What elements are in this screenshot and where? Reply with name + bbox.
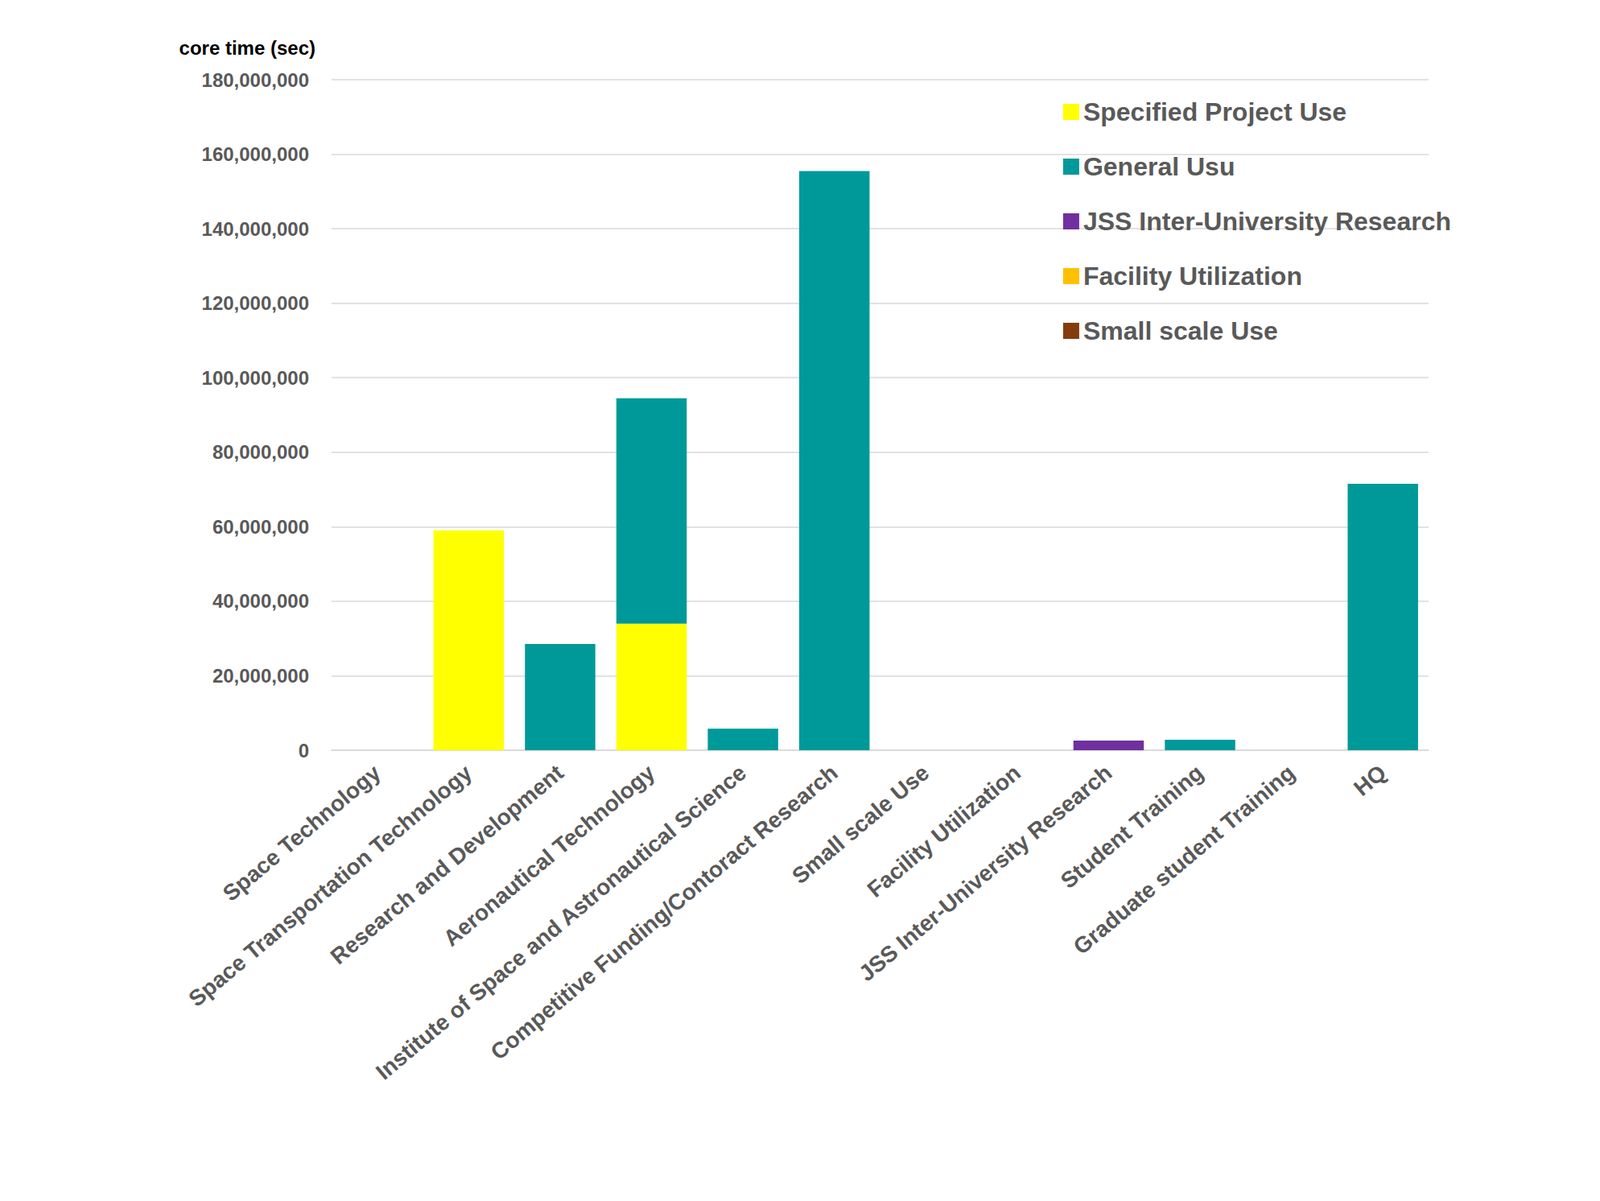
svg-text:JSS Inter-University Research: JSS Inter-University Research (854, 759, 1117, 986)
svg-text:20,000,000: 20,000,000 (212, 664, 310, 687)
svg-text:Graduate student Training: Graduate student Training (1068, 759, 1300, 960)
svg-text:Specified Project Use: Specified Project Use (1083, 97, 1347, 127)
svg-text:JSS Inter-University Research: JSS Inter-University Research (1083, 206, 1452, 236)
svg-text:Space Technology: Space Technology (218, 759, 386, 907)
svg-text:core time (sec): core time (sec) (179, 37, 316, 59)
svg-text:180,000,000: 180,000,000 (202, 69, 310, 91)
svg-text:Competitive Funding/Contoract: Competitive Funding/Contoract Research (486, 759, 843, 1065)
svg-text:140,000,000: 140,000,000 (202, 218, 310, 240)
svg-text:Research and Development: Research and Development (325, 759, 569, 970)
svg-text:100,000,000: 100,000,000 (202, 367, 310, 389)
svg-text:HQ: HQ (1348, 759, 1391, 801)
svg-text:40,000,000: 40,000,000 (212, 589, 310, 612)
svg-text:Small scale Use: Small scale Use (1083, 316, 1279, 346)
svg-text:Facility Utilization: Facility Utilization (1083, 261, 1303, 291)
svg-text:Aeronautical Technology: Aeronautical Technology (438, 759, 660, 951)
svg-text:80,000,000: 80,000,000 (212, 441, 310, 463)
svg-text:Small scale Use: Small scale Use (787, 759, 934, 889)
svg-text:120,000,000: 120,000,000 (202, 292, 310, 314)
svg-text:0: 0 (298, 739, 310, 762)
svg-text:Space Transportation Technolog: Space Transportation Technology (183, 759, 477, 1012)
svg-text:Student Training: Student Training (1055, 759, 1209, 894)
svg-text:Institute of Space and Astrona: Institute of Space and Astronautical Sci… (371, 759, 751, 1085)
svg-text:Facility Utilization: Facility Utilization (862, 759, 1026, 903)
svg-text:60,000,000: 60,000,000 (212, 515, 310, 538)
svg-text:General Usu: General Usu (1083, 152, 1236, 182)
svg-text:160,000,000: 160,000,000 (202, 143, 310, 165)
